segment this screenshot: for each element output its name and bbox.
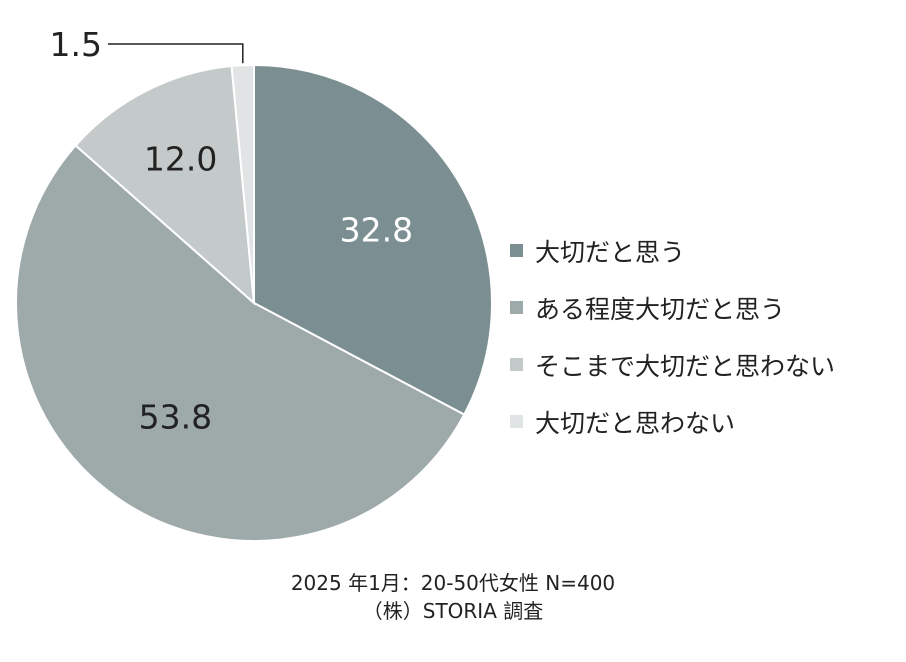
survey-caption: 2025 年1月：20-50代女性 N=400	[290, 571, 616, 595]
pie-slice	[253, 63, 493, 416]
legend-swatch	[510, 244, 523, 257]
survey-source: （株）STORIA 調査	[362, 599, 544, 623]
legend-item: 大切だと思う	[510, 222, 835, 279]
leader-line	[108, 43, 244, 64]
legend-swatch	[510, 301, 523, 314]
pie-chart: 32.8 53.8 12.0 1.5	[15, 25, 493, 542]
legend-label: 大切だと思う	[535, 237, 686, 267]
legend-swatch	[510, 358, 523, 371]
slice-value-label: 1.5	[50, 25, 102, 64]
slice-value-label: 12.0	[144, 140, 217, 179]
legend-item: ある程度大切だと思う	[510, 279, 835, 336]
pie-slice	[15, 144, 466, 542]
legend: 大切だと思う ある程度大切だと思う そこまで大切だと思わない 大切だと思わない	[510, 222, 835, 450]
pie-slice	[74, 64, 256, 306]
legend-label: そこまで大切だと思わない	[535, 351, 836, 381]
legend-label: ある程度大切だと思う	[535, 294, 786, 324]
legend-item: そこまで大切だと思わない	[510, 336, 835, 393]
legend-item: 大切だと思わない	[510, 393, 835, 450]
slice-value-label: 32.8	[340, 210, 413, 249]
legend-swatch	[510, 415, 523, 428]
pie-slice	[230, 63, 255, 304]
legend-label: 大切だと思わない	[535, 408, 736, 438]
slice-value-label: 53.8	[139, 397, 212, 436]
